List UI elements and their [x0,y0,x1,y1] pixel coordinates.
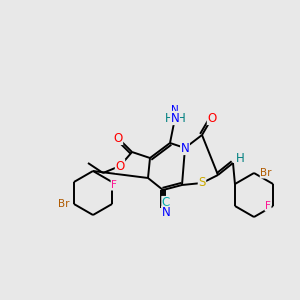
Text: S: S [198,176,206,190]
Text: N: N [181,142,189,154]
Text: C: C [162,196,170,209]
Text: Br: Br [260,168,272,178]
Text: H: H [176,113,184,123]
Text: H: H [165,112,173,124]
Text: O: O [207,112,217,124]
Text: N: N [171,112,179,124]
Text: N: N [171,105,179,115]
Text: H: H [177,112,185,124]
Text: F: F [111,180,117,190]
Text: O: O [116,160,124,172]
Text: N: N [162,206,170,220]
Text: H: H [236,152,244,166]
Text: O: O [113,131,123,145]
Text: F: F [265,201,271,211]
Text: Br: Br [58,199,70,209]
Text: H: H [166,113,174,123]
